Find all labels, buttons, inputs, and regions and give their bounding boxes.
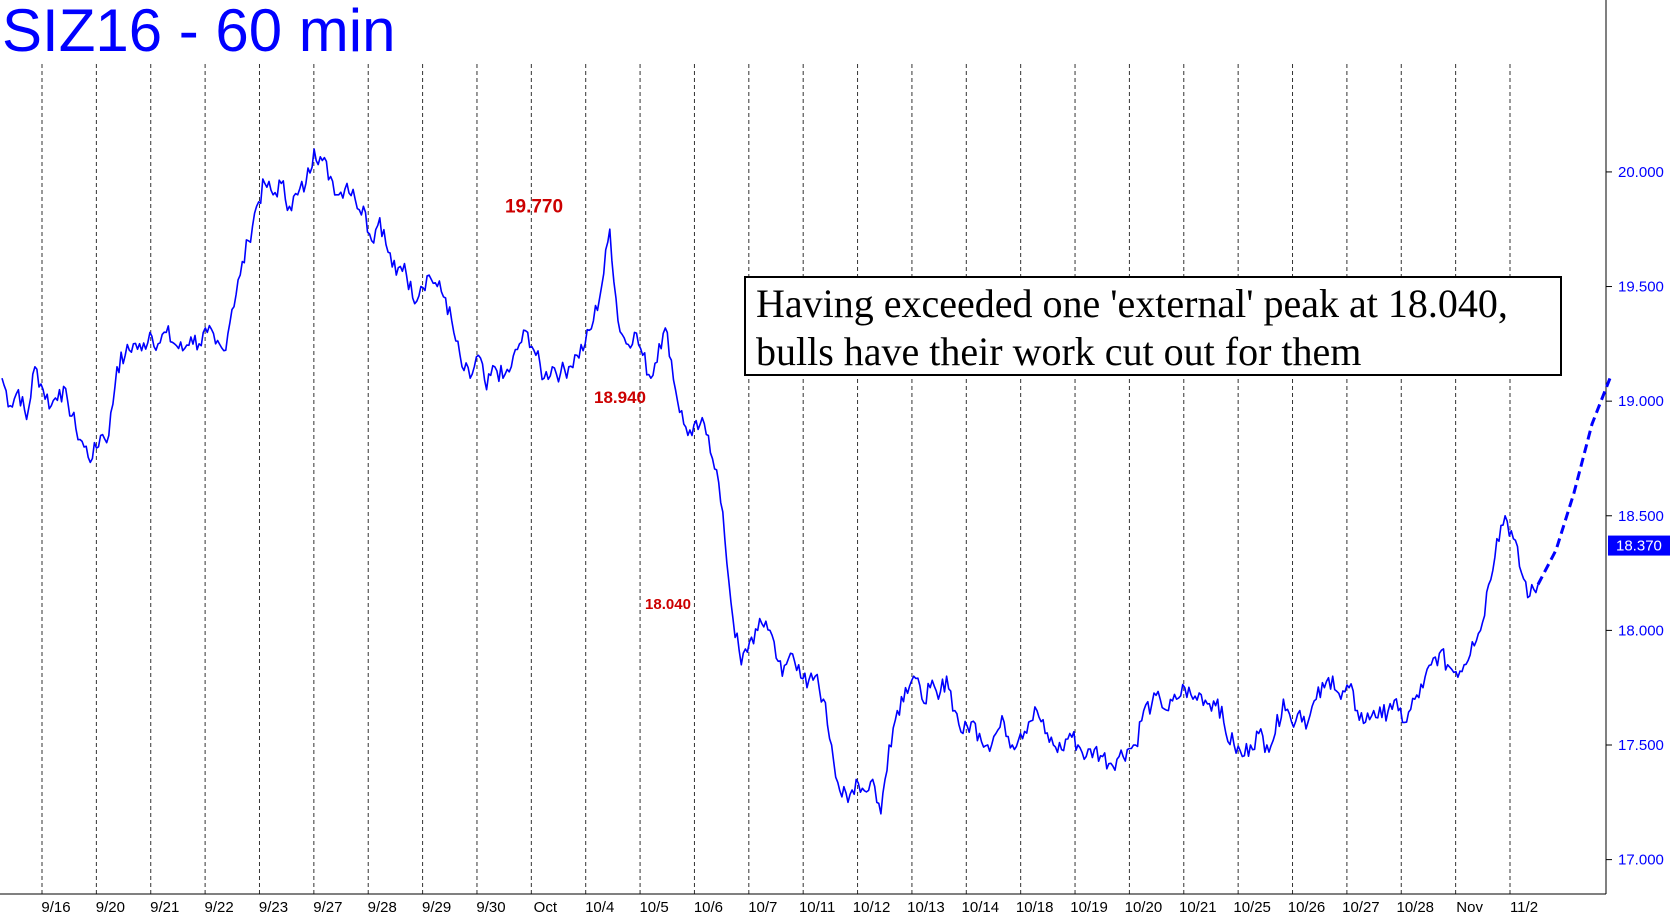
date-label: 10/11 bbox=[799, 899, 835, 916]
last-price-tag bbox=[1608, 535, 1670, 556]
date-label: 10/7 bbox=[748, 899, 777, 916]
date-label: 9/16 bbox=[41, 899, 70, 916]
price-tick-label: 18.000 bbox=[1618, 622, 1664, 639]
last-price-label: 18.370 bbox=[1616, 538, 1662, 555]
date-label: 10/19 bbox=[1070, 899, 1108, 916]
projection-line bbox=[1536, 377, 1612, 586]
date-label: Nov bbox=[1456, 899, 1483, 916]
chart-title: SIZ16 - 60 min bbox=[2, 0, 396, 64]
date-label: 10/6 bbox=[694, 899, 723, 916]
right-price-axis: 17.000 17.500 18.000 18.500 19.000 19.500 20.0… bbox=[0, 0, 1670, 895]
date-label: Oct bbox=[534, 899, 558, 916]
date-label: 10/26 bbox=[1288, 899, 1326, 916]
price-tick-label: 17.000 bbox=[1618, 852, 1664, 869]
date-label: 10/25 bbox=[1233, 899, 1271, 916]
date-label: 10/18 bbox=[1016, 899, 1054, 916]
price-line bbox=[1, 148, 1539, 815]
price-series bbox=[1, 148, 1612, 815]
peak-label: 18.040 bbox=[645, 596, 691, 613]
horizontal-tickmarks bbox=[1606, 171, 1612, 861]
date-label: 11/2 bbox=[1510, 899, 1538, 916]
date-label: 10/14 bbox=[962, 899, 1000, 916]
commentary-box: Having exceeded one 'external' peak at 1… bbox=[744, 276, 1562, 376]
date-label: 9/23 bbox=[259, 899, 288, 916]
date-label: 10/4 bbox=[585, 899, 614, 916]
date-label: 9/27 bbox=[313, 899, 342, 916]
date-label: 9/29 bbox=[422, 899, 451, 916]
peak-label: 19.770 bbox=[505, 197, 563, 218]
price-tick-label: 19.000 bbox=[1618, 393, 1664, 410]
date-label: 9/20 bbox=[96, 899, 125, 916]
date-label: 10/28 bbox=[1396, 899, 1434, 916]
date-label: 10/13 bbox=[907, 899, 945, 916]
price-tick-label: 18.500 bbox=[1618, 508, 1664, 525]
date-label: 9/28 bbox=[368, 899, 397, 916]
price-tick-label: 17.500 bbox=[1618, 737, 1664, 754]
date-label: 10/21 bbox=[1179, 899, 1217, 916]
date-label: 9/21 bbox=[150, 899, 179, 916]
date-label: 10/12 bbox=[853, 899, 891, 916]
peak-labels: 19.770 18.940 18.040 bbox=[505, 197, 691, 614]
commentary-line-2: bulls have their work cut out for them bbox=[756, 329, 1362, 374]
date-axis-labels: 9/16 9/20 9/21 9/22 9/23 9/27 9/28 9/29 9/30 Oct 1… bbox=[41, 899, 1538, 916]
date-label: 9/30 bbox=[476, 899, 505, 916]
vertical-gridlines bbox=[41, 64, 1511, 894]
peak-label: 18.940 bbox=[594, 388, 646, 407]
date-label: 9/22 bbox=[205, 899, 234, 916]
date-label: 10/5 bbox=[639, 899, 668, 916]
date-label: 10/27 bbox=[1342, 899, 1380, 916]
price-tick-label: 19.500 bbox=[1618, 279, 1664, 296]
price-tick-label: 20.000 bbox=[1618, 164, 1664, 181]
commentary-line-1: Having exceeded one 'external' peak at 1… bbox=[756, 281, 1508, 326]
date-label: 10/20 bbox=[1125, 899, 1163, 916]
